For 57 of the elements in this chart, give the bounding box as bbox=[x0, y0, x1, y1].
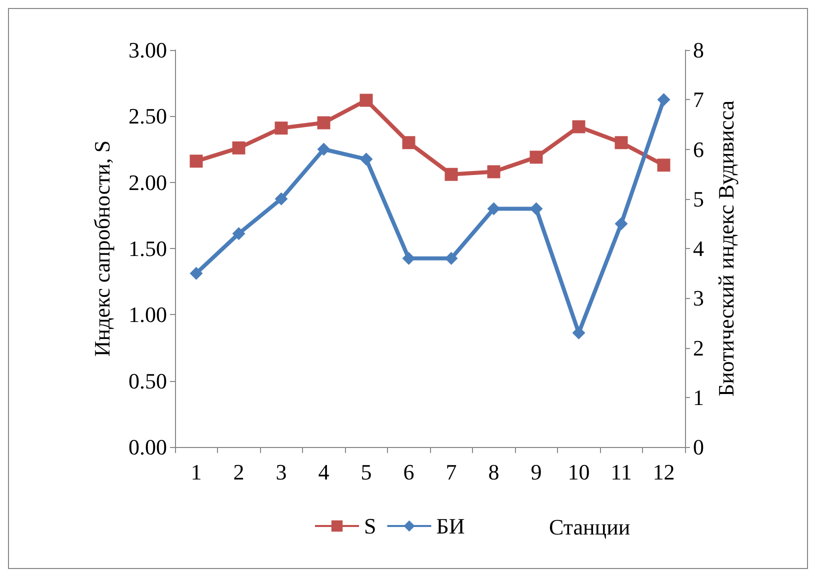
point bbox=[232, 227, 246, 240]
point bbox=[190, 154, 203, 168]
y2-tick-label: 8 bbox=[693, 38, 704, 62]
point bbox=[360, 94, 373, 107]
x-tick-label: 9 bbox=[530, 460, 542, 484]
point bbox=[572, 326, 586, 340]
y-tick-label: 2.50 bbox=[128, 104, 167, 129]
y2-tick-label: 6 bbox=[693, 136, 704, 162]
x-tick-label: 1 bbox=[190, 460, 202, 484]
legend-label: S bbox=[364, 514, 376, 538]
x-tick-label: 7 bbox=[446, 460, 457, 484]
x-axis-title: Станции bbox=[549, 514, 630, 540]
point bbox=[614, 136, 628, 150]
x-tick-label: 3 bbox=[276, 460, 287, 484]
y2-axis-title: Биотический индекс Вудивисса bbox=[714, 100, 738, 396]
x-tick-label: 12 bbox=[652, 460, 675, 484]
y-tick-label: 0.00 bbox=[128, 434, 167, 460]
y-tick-label: 3.00 bbox=[128, 38, 167, 62]
point bbox=[657, 158, 670, 172]
point bbox=[487, 202, 500, 216]
point bbox=[190, 266, 203, 280]
legend-label: БИ bbox=[436, 514, 465, 538]
x-tick-label: 6 bbox=[403, 460, 414, 484]
point bbox=[274, 122, 288, 135]
point bbox=[444, 252, 458, 265]
point bbox=[402, 136, 416, 150]
point bbox=[444, 168, 458, 181]
point bbox=[572, 120, 586, 134]
point bbox=[657, 93, 670, 106]
point bbox=[487, 165, 500, 178]
y2-tick-label: 4 bbox=[693, 236, 704, 261]
x-tick-label: 11 bbox=[610, 460, 632, 484]
point bbox=[317, 116, 330, 130]
y2-tick-label: 3 bbox=[693, 286, 704, 311]
y-tick-label: 2.00 bbox=[128, 170, 167, 195]
point bbox=[530, 202, 543, 216]
point bbox=[402, 252, 416, 265]
y2-tick-label: 7 bbox=[693, 87, 704, 112]
point bbox=[232, 141, 246, 154]
y2-tick-label: 0 bbox=[693, 434, 704, 460]
y-axis-title: Индекс сапробности, S bbox=[90, 140, 114, 357]
point bbox=[317, 142, 330, 156]
y2-tick-label: 5 bbox=[693, 186, 704, 212]
x-tick-label: 8 bbox=[488, 460, 500, 484]
y2-tick-label: 1 bbox=[693, 384, 704, 410]
y-tick-label: 1.50 bbox=[128, 236, 167, 261]
x-tick-label: 5 bbox=[360, 460, 372, 484]
point bbox=[614, 217, 628, 230]
y-tick-label: 1.00 bbox=[128, 302, 167, 328]
x-tick-label: 4 bbox=[318, 460, 330, 484]
y-tick-label: 0.50 bbox=[128, 368, 167, 394]
x-tick-label: 2 bbox=[233, 460, 244, 484]
y2-tick-label: 2 bbox=[693, 335, 704, 360]
point bbox=[360, 152, 373, 166]
x-tick-label: 10 bbox=[568, 460, 590, 484]
point bbox=[274, 192, 288, 206]
point bbox=[530, 150, 543, 164]
